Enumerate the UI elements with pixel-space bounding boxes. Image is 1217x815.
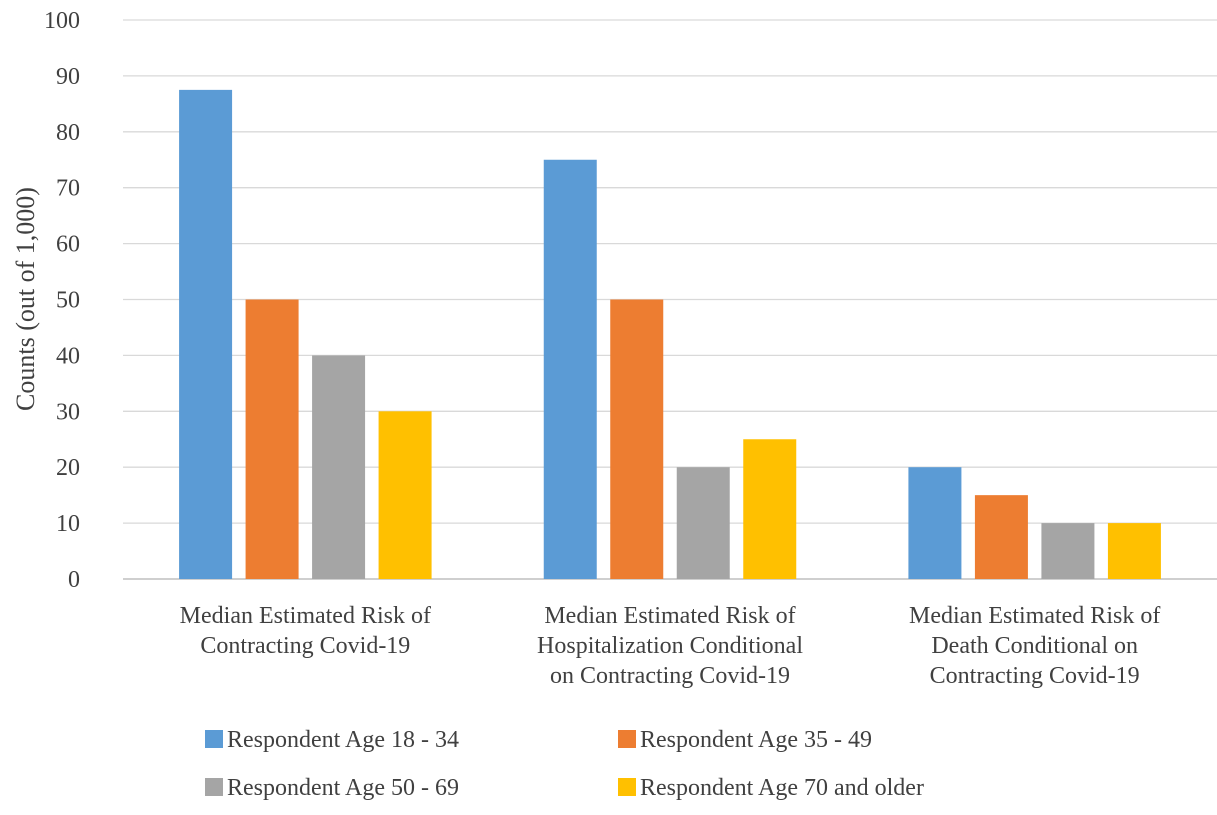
- y-tick-label: 0: [68, 567, 80, 593]
- y-tick-label: 50: [56, 288, 80, 314]
- legend-label: Respondent Age 18 - 34: [227, 727, 459, 753]
- category-label: Median Estimated Risk of Death Conditiona…: [909, 603, 1160, 689]
- y-tick-label: 30: [56, 399, 80, 425]
- y-tick-label: 80: [56, 120, 80, 146]
- bar: [312, 355, 366, 579]
- legend: Respondent Age 18 - 34 Respondent Age 35 …: [205, 727, 924, 801]
- bar: [543, 159, 597, 579]
- y-tick-label: 60: [56, 232, 80, 258]
- bar: [974, 495, 1028, 579]
- legend-label: Respondent Age 50 - 69: [227, 775, 459, 801]
- legend-item: Respondent Age 18 - 34: [205, 727, 459, 753]
- y-tick-label: 90: [56, 64, 80, 90]
- category-label: Median Estimated Risk of Hospitalization …: [537, 603, 803, 689]
- bar: [179, 89, 233, 579]
- bar: [245, 299, 299, 579]
- category-label-line: Hospitalization Conditional: [537, 633, 803, 659]
- bar: [378, 411, 432, 579]
- bar: [610, 299, 664, 579]
- category-label-line: Median Estimated Risk of: [544, 603, 795, 629]
- bar: [908, 467, 962, 579]
- legend-item: Respondent Age 70 and older: [618, 775, 924, 801]
- category-label-line: Median Estimated Risk of: [909, 603, 1160, 629]
- bar: [676, 467, 730, 579]
- legend-item: Respondent Age 35 - 49: [618, 727, 872, 753]
- y-axis-title: Counts (out of 1,000): [11, 187, 40, 411]
- category-label-line: Contracting Covid-19: [200, 633, 410, 659]
- x-axis-category-labels: Median Estimated Risk of Contracting Covi…: [180, 603, 1161, 689]
- legend-label: Respondent Age 35 - 49: [640, 727, 872, 753]
- y-tick-label: 20: [56, 455, 80, 481]
- category-label-line: Contracting Covid-19: [930, 663, 1140, 689]
- legend-item: Respondent Age 50 - 69: [205, 775, 459, 801]
- legend-swatch: [618, 730, 636, 748]
- bar: [1107, 523, 1161, 579]
- y-tick-label: 40: [56, 343, 80, 369]
- legend-swatch: [205, 730, 223, 748]
- y-tick-label: 70: [56, 176, 80, 202]
- gridlines: [123, 19, 1217, 580]
- category-label-line: on Contracting Covid-19: [550, 663, 790, 689]
- y-axis-tick-labels: 0 10 20 30 40 50 60 70 80 90 100: [44, 8, 80, 593]
- legend-swatch: [205, 778, 223, 796]
- bar: [743, 439, 797, 579]
- legend-label: Respondent Age 70 and older: [640, 775, 924, 801]
- y-tick-label: 100: [44, 8, 80, 34]
- bars: [179, 89, 1161, 579]
- category-label-line: Median Estimated Risk of: [180, 603, 431, 629]
- bar: [1041, 523, 1095, 579]
- category-label: Median Estimated Risk of Contracting Covi…: [180, 603, 431, 659]
- y-tick-label: 10: [56, 511, 80, 537]
- category-label-line: Death Conditional on: [931, 633, 1138, 659]
- legend-swatch: [618, 778, 636, 796]
